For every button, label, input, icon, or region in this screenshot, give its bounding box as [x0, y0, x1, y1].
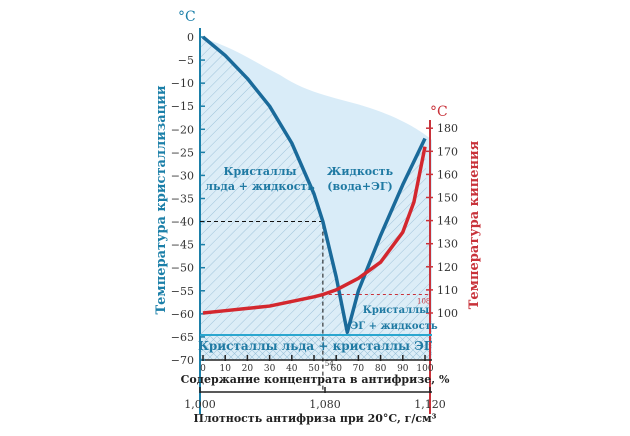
right-tick-label: 120: [437, 261, 458, 274]
boil-marker-label: 108: [417, 298, 430, 306]
right-tick-label: 140: [437, 215, 458, 228]
solid-label: Кристаллы льда + кристаллы ЭГ: [198, 339, 433, 353]
ice-liquid-label: Кристаллы: [223, 165, 296, 178]
left-tick-label: −70: [171, 354, 194, 367]
left-tick-label: −30: [171, 169, 194, 182]
eg-liquid-label: Кристаллы: [363, 305, 429, 316]
left-tick-label: −40: [171, 216, 194, 229]
x-tick-label: 30: [264, 364, 276, 374]
right-tick-label: 160: [437, 168, 458, 181]
left-tick-label: −50: [171, 262, 194, 275]
x-marker-label: 54: [325, 360, 334, 368]
left-tick-label: −65: [171, 331, 194, 344]
liquid-label: (вода+ЭГ): [327, 180, 392, 193]
x-tick-label: 0: [200, 364, 206, 374]
right-tick-label: 110: [437, 284, 458, 297]
right-tick-label: 100: [437, 307, 458, 320]
eg-liquid-label: ЭГ + жидкость: [350, 321, 438, 332]
right-tick-label: 170: [437, 145, 458, 158]
x-tick-label: 80: [375, 364, 387, 374]
left-axis-label: Температура кристаллизации: [154, 85, 169, 314]
density-tick-label: 1,080: [309, 398, 341, 411]
density-tick-label: 1,120: [414, 398, 446, 411]
left-tick-label: −20: [171, 123, 194, 136]
x-tick-label: 50: [308, 364, 320, 374]
left-tick-label: −55: [171, 285, 194, 298]
x-axis-label: Содержание концентрата в антифризе, %: [181, 373, 450, 386]
right-axis-label: Температура кипения: [467, 140, 482, 309]
x-tick-label: 90: [397, 364, 409, 374]
left-tick-label: −15: [171, 100, 194, 113]
right-tick-label: 150: [437, 192, 458, 205]
left-tick-label: −25: [171, 146, 194, 159]
x-tick-label: 10: [219, 364, 231, 374]
density-tick-label: 1,000: [184, 398, 216, 411]
left-tick-label: −35: [171, 192, 194, 205]
density-axis-label: Плотность антифриза при 20°C, г/см³: [194, 412, 437, 425]
crystal-region: [200, 37, 432, 335]
right-unit: °C: [430, 104, 448, 120]
left-unit: °C: [178, 9, 196, 25]
left-tick-label: −60: [171, 308, 194, 321]
left-tick-label: −5: [178, 54, 194, 67]
left-tick-label: −10: [171, 77, 194, 90]
right-tick-label: 180: [437, 122, 458, 135]
right-tick-label: 130: [437, 238, 458, 251]
ice-liquid-label: льда + жидкость: [205, 180, 315, 193]
x-tick-label: 20: [242, 364, 254, 374]
x-tick-label: 70: [353, 364, 365, 374]
x-tick-label: 100: [416, 364, 433, 374]
x-tick-label: 60: [330, 364, 342, 374]
liquid-label: Жидкость: [327, 165, 394, 178]
left-tick-label: 0: [187, 31, 194, 44]
x-tick-label: 40: [286, 364, 298, 374]
solid-region: [200, 335, 432, 360]
left-tick-label: −45: [171, 239, 194, 252]
